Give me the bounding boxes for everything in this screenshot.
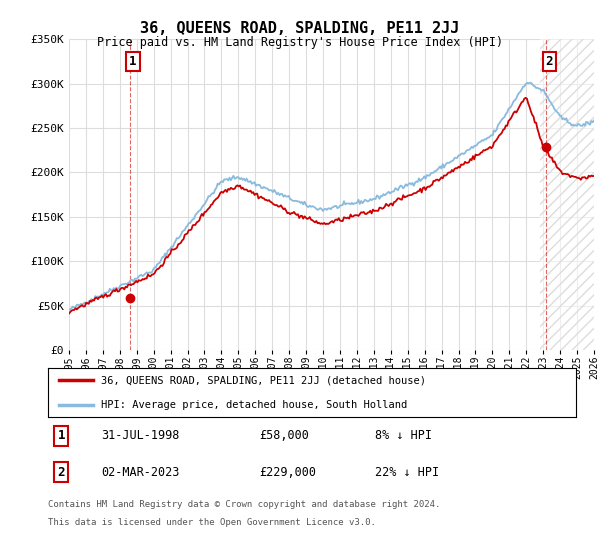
Text: Contains HM Land Registry data © Crown copyright and database right 2024.: Contains HM Land Registry data © Crown c… bbox=[48, 500, 440, 508]
Text: 36, QUEENS ROAD, SPALDING, PE11 2JJ: 36, QUEENS ROAD, SPALDING, PE11 2JJ bbox=[140, 21, 460, 36]
Text: HPI: Average price, detached house, South Holland: HPI: Average price, detached house, Sout… bbox=[101, 400, 407, 410]
Text: 02-MAR-2023: 02-MAR-2023 bbox=[101, 466, 179, 479]
Text: 2: 2 bbox=[546, 55, 553, 68]
Text: £58,000: £58,000 bbox=[259, 430, 309, 442]
Text: 2: 2 bbox=[58, 466, 65, 479]
Text: 8% ↓ HPI: 8% ↓ HPI bbox=[376, 430, 433, 442]
Text: 1: 1 bbox=[129, 55, 137, 68]
Text: 1: 1 bbox=[58, 430, 65, 442]
Text: Price paid vs. HM Land Registry's House Price Index (HPI): Price paid vs. HM Land Registry's House … bbox=[97, 36, 503, 49]
Text: This data is licensed under the Open Government Licence v3.0.: This data is licensed under the Open Gov… bbox=[48, 518, 376, 527]
Text: 36, QUEENS ROAD, SPALDING, PE11 2JJ (detached house): 36, QUEENS ROAD, SPALDING, PE11 2JJ (det… bbox=[101, 375, 426, 385]
Text: 31-JUL-1998: 31-JUL-1998 bbox=[101, 430, 179, 442]
Text: 22% ↓ HPI: 22% ↓ HPI bbox=[376, 466, 439, 479]
Text: £229,000: £229,000 bbox=[259, 466, 316, 479]
